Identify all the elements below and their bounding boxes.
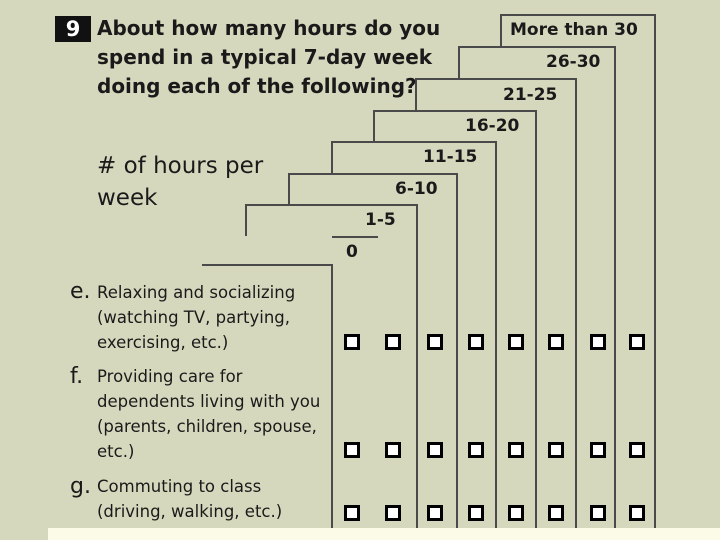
checkbox-e-21-25[interactable] (548, 334, 564, 350)
column-label-1-5: 1-5 (365, 210, 396, 230)
checkbox-g-1-5[interactable] (385, 505, 401, 521)
item-g-text: Commuting to class (driving, walking, et… (97, 477, 283, 521)
column-label-more-than-30: More than 30 (510, 20, 638, 40)
checkbox-f-16-20[interactable] (508, 442, 524, 458)
column-label-16-20: 16-20 (465, 116, 520, 136)
checkbox-f-26-30[interactable] (590, 442, 606, 458)
question-text: About how many hours do you spend in a t… (97, 16, 441, 98)
checkbox-e-26-30[interactable] (590, 334, 606, 350)
item-e-letter: e. (70, 279, 91, 304)
item-e-text: Relaxing and socializing (watching TV, p… (97, 283, 296, 352)
checkbox-e-16-20[interactable] (508, 334, 524, 350)
column-0-right-rule (331, 264, 333, 534)
column-label-6-10: 6-10 (395, 179, 438, 199)
checkbox-g-0[interactable] (344, 505, 360, 521)
checkbox-f-0[interactable] (344, 442, 360, 458)
question-number: 9 (55, 16, 91, 42)
checkbox-e-more-than-30[interactable] (629, 334, 645, 350)
row-area-mask (48, 266, 331, 528)
checkbox-f-11-15[interactable] (468, 442, 484, 458)
page-bottom-edge (48, 528, 720, 540)
left-margin (0, 0, 48, 540)
checkbox-g-6-10[interactable] (427, 505, 443, 521)
checkbox-g-11-15[interactable] (468, 505, 484, 521)
checkbox-f-1-5[interactable] (385, 442, 401, 458)
column-label-21-25: 21-25 (503, 85, 558, 105)
checkbox-g-21-25[interactable] (548, 505, 564, 521)
hours-per-week-heading: # of hours per week (97, 153, 264, 211)
checkbox-f-more-than-30[interactable] (629, 442, 645, 458)
column-0-inner-edge (202, 236, 332, 266)
checkbox-e-6-10[interactable] (427, 334, 443, 350)
column-label-26-30: 26-30 (546, 52, 601, 72)
item-g-letter: g. (70, 474, 91, 499)
item-f-text: Providing care for dependents living wit… (97, 367, 321, 461)
checkbox-f-21-25[interactable] (548, 442, 564, 458)
checkbox-g-16-20[interactable] (508, 505, 524, 521)
checkbox-f-6-10[interactable] (427, 442, 443, 458)
item-f-letter: f. (70, 364, 84, 389)
checkbox-e-11-15[interactable] (468, 334, 484, 350)
checkbox-g-26-30[interactable] (590, 505, 606, 521)
checkbox-e-1-5[interactable] (385, 334, 401, 350)
checkbox-e-0[interactable] (344, 334, 360, 350)
checkbox-g-more-than-30[interactable] (629, 505, 645, 521)
column-label-0: 0 (346, 242, 358, 262)
column-label-11-15: 11-15 (423, 147, 478, 167)
